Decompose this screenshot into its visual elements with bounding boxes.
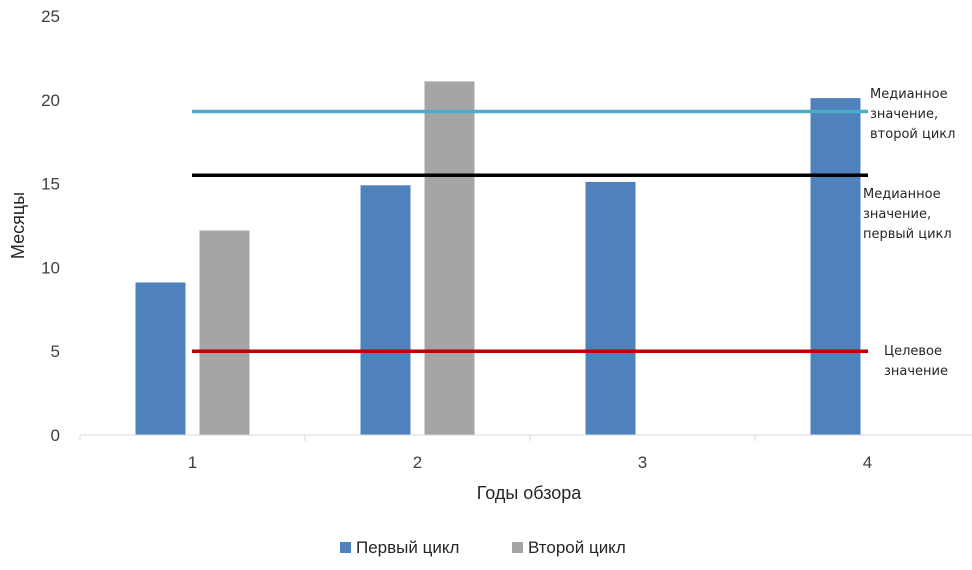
legend: Первый цикл Второй цикл: [340, 538, 626, 557]
bar-series1-cat-4: [810, 98, 861, 436]
legend-swatch-series1: [340, 542, 351, 553]
legend-label-series1: Первый цикл: [356, 538, 459, 557]
bar-series1-cat-1: [135, 282, 186, 435]
legend-swatch-series2: [512, 542, 523, 553]
x-tick-label: 1: [188, 453, 197, 472]
bar-series2-cat-2: [424, 81, 475, 435]
x-tick-label: 3: [638, 453, 647, 472]
x-tick-label: 4: [863, 453, 872, 472]
x-tick-label: 2: [413, 453, 422, 472]
bar-series2-cat-1: [199, 230, 250, 435]
y-tick-label: 5: [51, 342, 60, 361]
bar-series1-cat-3: [585, 181, 636, 435]
y-axis-title: Месяцы: [8, 192, 28, 259]
y-tick-label: 10: [41, 258, 60, 277]
ref-label-target: Целевое значение: [884, 344, 948, 379]
bar-series1-cat-2: [360, 185, 411, 435]
ref-label-median-second: Медианное значение, второй цикл: [870, 87, 955, 142]
bars: [135, 81, 861, 436]
legend-label-series2: Второй цикл: [528, 538, 626, 557]
y-tick-label: 0: [51, 426, 60, 445]
axes: 0 5 10 15 20 25 1 2 3 4: [41, 7, 972, 472]
y-tick-label: 20: [41, 91, 60, 110]
reference-lines: Медианное значение, второй цикл Медианное зн…: [192, 87, 955, 379]
y-tick-label: 25: [41, 7, 60, 26]
y-tick-label: 15: [41, 175, 60, 194]
ref-label-median-first: Медианное значение, первый цикл: [863, 187, 952, 242]
x-axis-title: Годы обзора: [477, 483, 583, 503]
